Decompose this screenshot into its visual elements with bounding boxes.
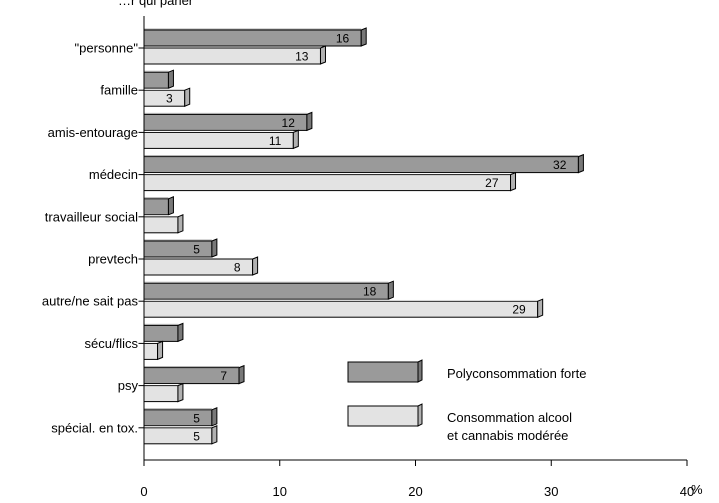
legend-item-moderate: Consommation alcool et cannabis modérée — [347, 403, 572, 443]
bar-moderate-face — [143, 89, 186, 107]
data-label: 13 — [295, 50, 309, 64]
category-label: "personne" — [75, 41, 139, 56]
bar-moderate — [143, 87, 191, 107]
x-tick-label: 20 — [408, 484, 422, 498]
category-label: travailleur social — [45, 209, 138, 224]
bar-moderate-face — [143, 300, 539, 318]
category-label: famille — [100, 83, 138, 98]
bar-poly-face — [143, 71, 169, 89]
bar-moderate-face — [143, 342, 159, 360]
category-label: spécial. en tox. — [51, 420, 138, 435]
bar-poly-face — [143, 240, 213, 258]
data-label: 29 — [512, 303, 526, 317]
data-label: 12 — [282, 116, 296, 130]
bar-moderate — [143, 129, 299, 150]
bar-poly — [143, 196, 174, 216]
data-label: 32 — [553, 158, 567, 172]
bar-moderate-face — [143, 216, 179, 234]
legend-label: Polyconsommation forte — [447, 366, 586, 381]
category-label: autre/ne sait pas — [42, 294, 139, 309]
data-label: 5 — [193, 243, 200, 257]
legend-swatch — [347, 405, 419, 427]
data-label: 3 — [166, 92, 173, 106]
category-label: médecin — [89, 167, 138, 182]
bar-poly-face — [143, 156, 579, 174]
data-label: 27 — [485, 176, 499, 190]
category-label: amis-entourage — [48, 125, 138, 140]
bar-moderate-side — [184, 87, 191, 107]
bar-poly-side — [211, 238, 218, 258]
bar-moderate-face — [143, 385, 179, 403]
data-label: 18 — [363, 285, 377, 299]
x-tick-label: 0 — [140, 484, 147, 498]
bar-poly-side — [167, 69, 174, 89]
bar-moderate-face — [143, 174, 512, 192]
bar-poly — [143, 153, 584, 174]
bar-moderate-face — [143, 427, 213, 445]
data-label: 16 — [336, 32, 350, 46]
bar-poly-side — [360, 27, 367, 47]
bar-poly — [143, 322, 184, 343]
bar-moderate — [143, 382, 184, 403]
legend-label: Consommation alcool — [447, 410, 572, 425]
category-label: prevtech — [88, 252, 138, 267]
bar-poly-face — [143, 409, 213, 427]
bar-moderate-side — [157, 340, 164, 361]
bar-poly — [143, 280, 394, 300]
data-label: 8 — [234, 261, 241, 275]
bar-poly-side — [211, 407, 218, 427]
bar-moderate-side — [252, 256, 259, 276]
bar-moderate-side — [292, 129, 299, 150]
legend-swatch — [347, 361, 419, 383]
bar-poly-side — [177, 322, 184, 343]
bar-moderate — [143, 425, 218, 445]
x-unit-label: % — [691, 482, 703, 497]
bar-moderate — [143, 214, 184, 234]
x-tick-label: 10 — [273, 484, 287, 498]
bar-moderate — [143, 171, 517, 192]
bar-moderate — [143, 298, 544, 318]
bar-poly-face — [143, 282, 389, 300]
bar-poly — [143, 238, 218, 258]
bar-poly-face — [143, 324, 179, 342]
axes-group: "personne" famille amis-entourage médecin tr… — [42, 16, 703, 499]
data-label: 7 — [220, 369, 227, 383]
legend-item-poly: Polyconsommation forte — [347, 359, 586, 383]
bar-moderate-side — [319, 45, 326, 65]
bar-moderate-side — [537, 298, 544, 318]
data-label: 11 — [269, 134, 282, 148]
bar-poly — [143, 69, 174, 89]
bar-poly-side — [306, 111, 313, 132]
chart-top-text: …r qui parler — [118, 0, 194, 8]
bar-poly — [143, 407, 218, 427]
legend-group: Polyconsommation forte Consommation alcoo… — [347, 359, 586, 443]
data-label: 5 — [193, 429, 200, 443]
category-label: sécu/flics — [85, 336, 139, 351]
bar-poly — [143, 27, 367, 47]
legend-swatch-side — [417, 403, 423, 427]
legend-label: et cannabis modérée — [447, 428, 568, 443]
category-label: psy — [118, 378, 139, 393]
bar-moderate-face — [143, 47, 321, 65]
bar-poly-face — [143, 198, 169, 216]
bar-poly-side — [238, 364, 245, 385]
bar-poly-side — [387, 280, 394, 300]
legend-swatch-side — [417, 359, 423, 383]
data-label: 5 — [193, 411, 200, 425]
x-tick-label: 30 — [544, 484, 558, 498]
bar-moderate-side — [177, 382, 184, 403]
bar-poly-face — [143, 29, 362, 47]
bar-poly — [143, 364, 245, 385]
bar-moderate-side — [177, 214, 184, 234]
bar-moderate — [143, 256, 259, 276]
bar-moderate-side — [510, 171, 517, 192]
bar-moderate-side — [211, 425, 218, 445]
bar-moderate — [143, 340, 164, 361]
bar-poly-side — [577, 153, 584, 174]
bar-poly-side — [167, 196, 174, 216]
x-tick-label: 40 — [680, 484, 694, 498]
